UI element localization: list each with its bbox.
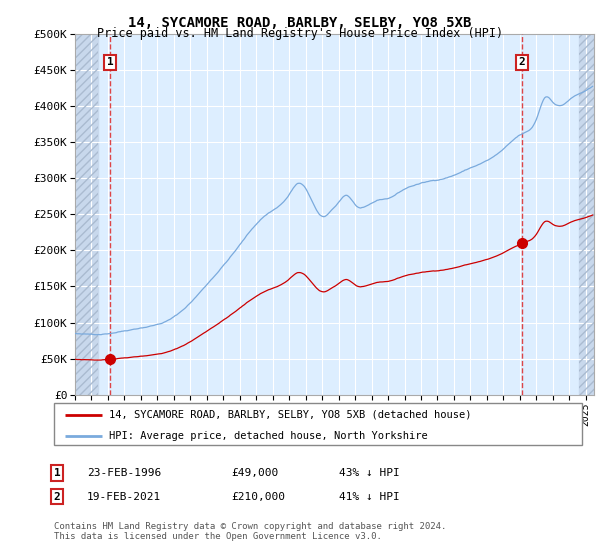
- Bar: [579, 34, 594, 395]
- Text: 2: 2: [53, 492, 61, 502]
- Text: 1: 1: [107, 58, 113, 68]
- Text: 2: 2: [518, 58, 525, 68]
- Bar: [75, 34, 98, 395]
- Text: Contains HM Land Registry data © Crown copyright and database right 2024.
This d: Contains HM Land Registry data © Crown c…: [54, 522, 446, 542]
- Bar: [579, 34, 594, 395]
- Text: £49,000: £49,000: [231, 468, 278, 478]
- Text: 23-FEB-1996: 23-FEB-1996: [87, 468, 161, 478]
- Text: 1: 1: [53, 468, 61, 478]
- Text: Price paid vs. HM Land Registry's House Price Index (HPI): Price paid vs. HM Land Registry's House …: [97, 27, 503, 40]
- Text: 41% ↓ HPI: 41% ↓ HPI: [339, 492, 400, 502]
- Text: £210,000: £210,000: [231, 492, 285, 502]
- Text: 43% ↓ HPI: 43% ↓ HPI: [339, 468, 400, 478]
- Text: 14, SYCAMORE ROAD, BARLBY, SELBY, YO8 5XB (detached house): 14, SYCAMORE ROAD, BARLBY, SELBY, YO8 5X…: [109, 409, 472, 419]
- Bar: [75, 34, 98, 395]
- Text: 14, SYCAMORE ROAD, BARLBY, SELBY, YO8 5XB: 14, SYCAMORE ROAD, BARLBY, SELBY, YO8 5X…: [128, 16, 472, 30]
- Text: HPI: Average price, detached house, North Yorkshire: HPI: Average price, detached house, Nort…: [109, 431, 428, 441]
- Text: 19-FEB-2021: 19-FEB-2021: [87, 492, 161, 502]
- FancyBboxPatch shape: [54, 403, 582, 445]
